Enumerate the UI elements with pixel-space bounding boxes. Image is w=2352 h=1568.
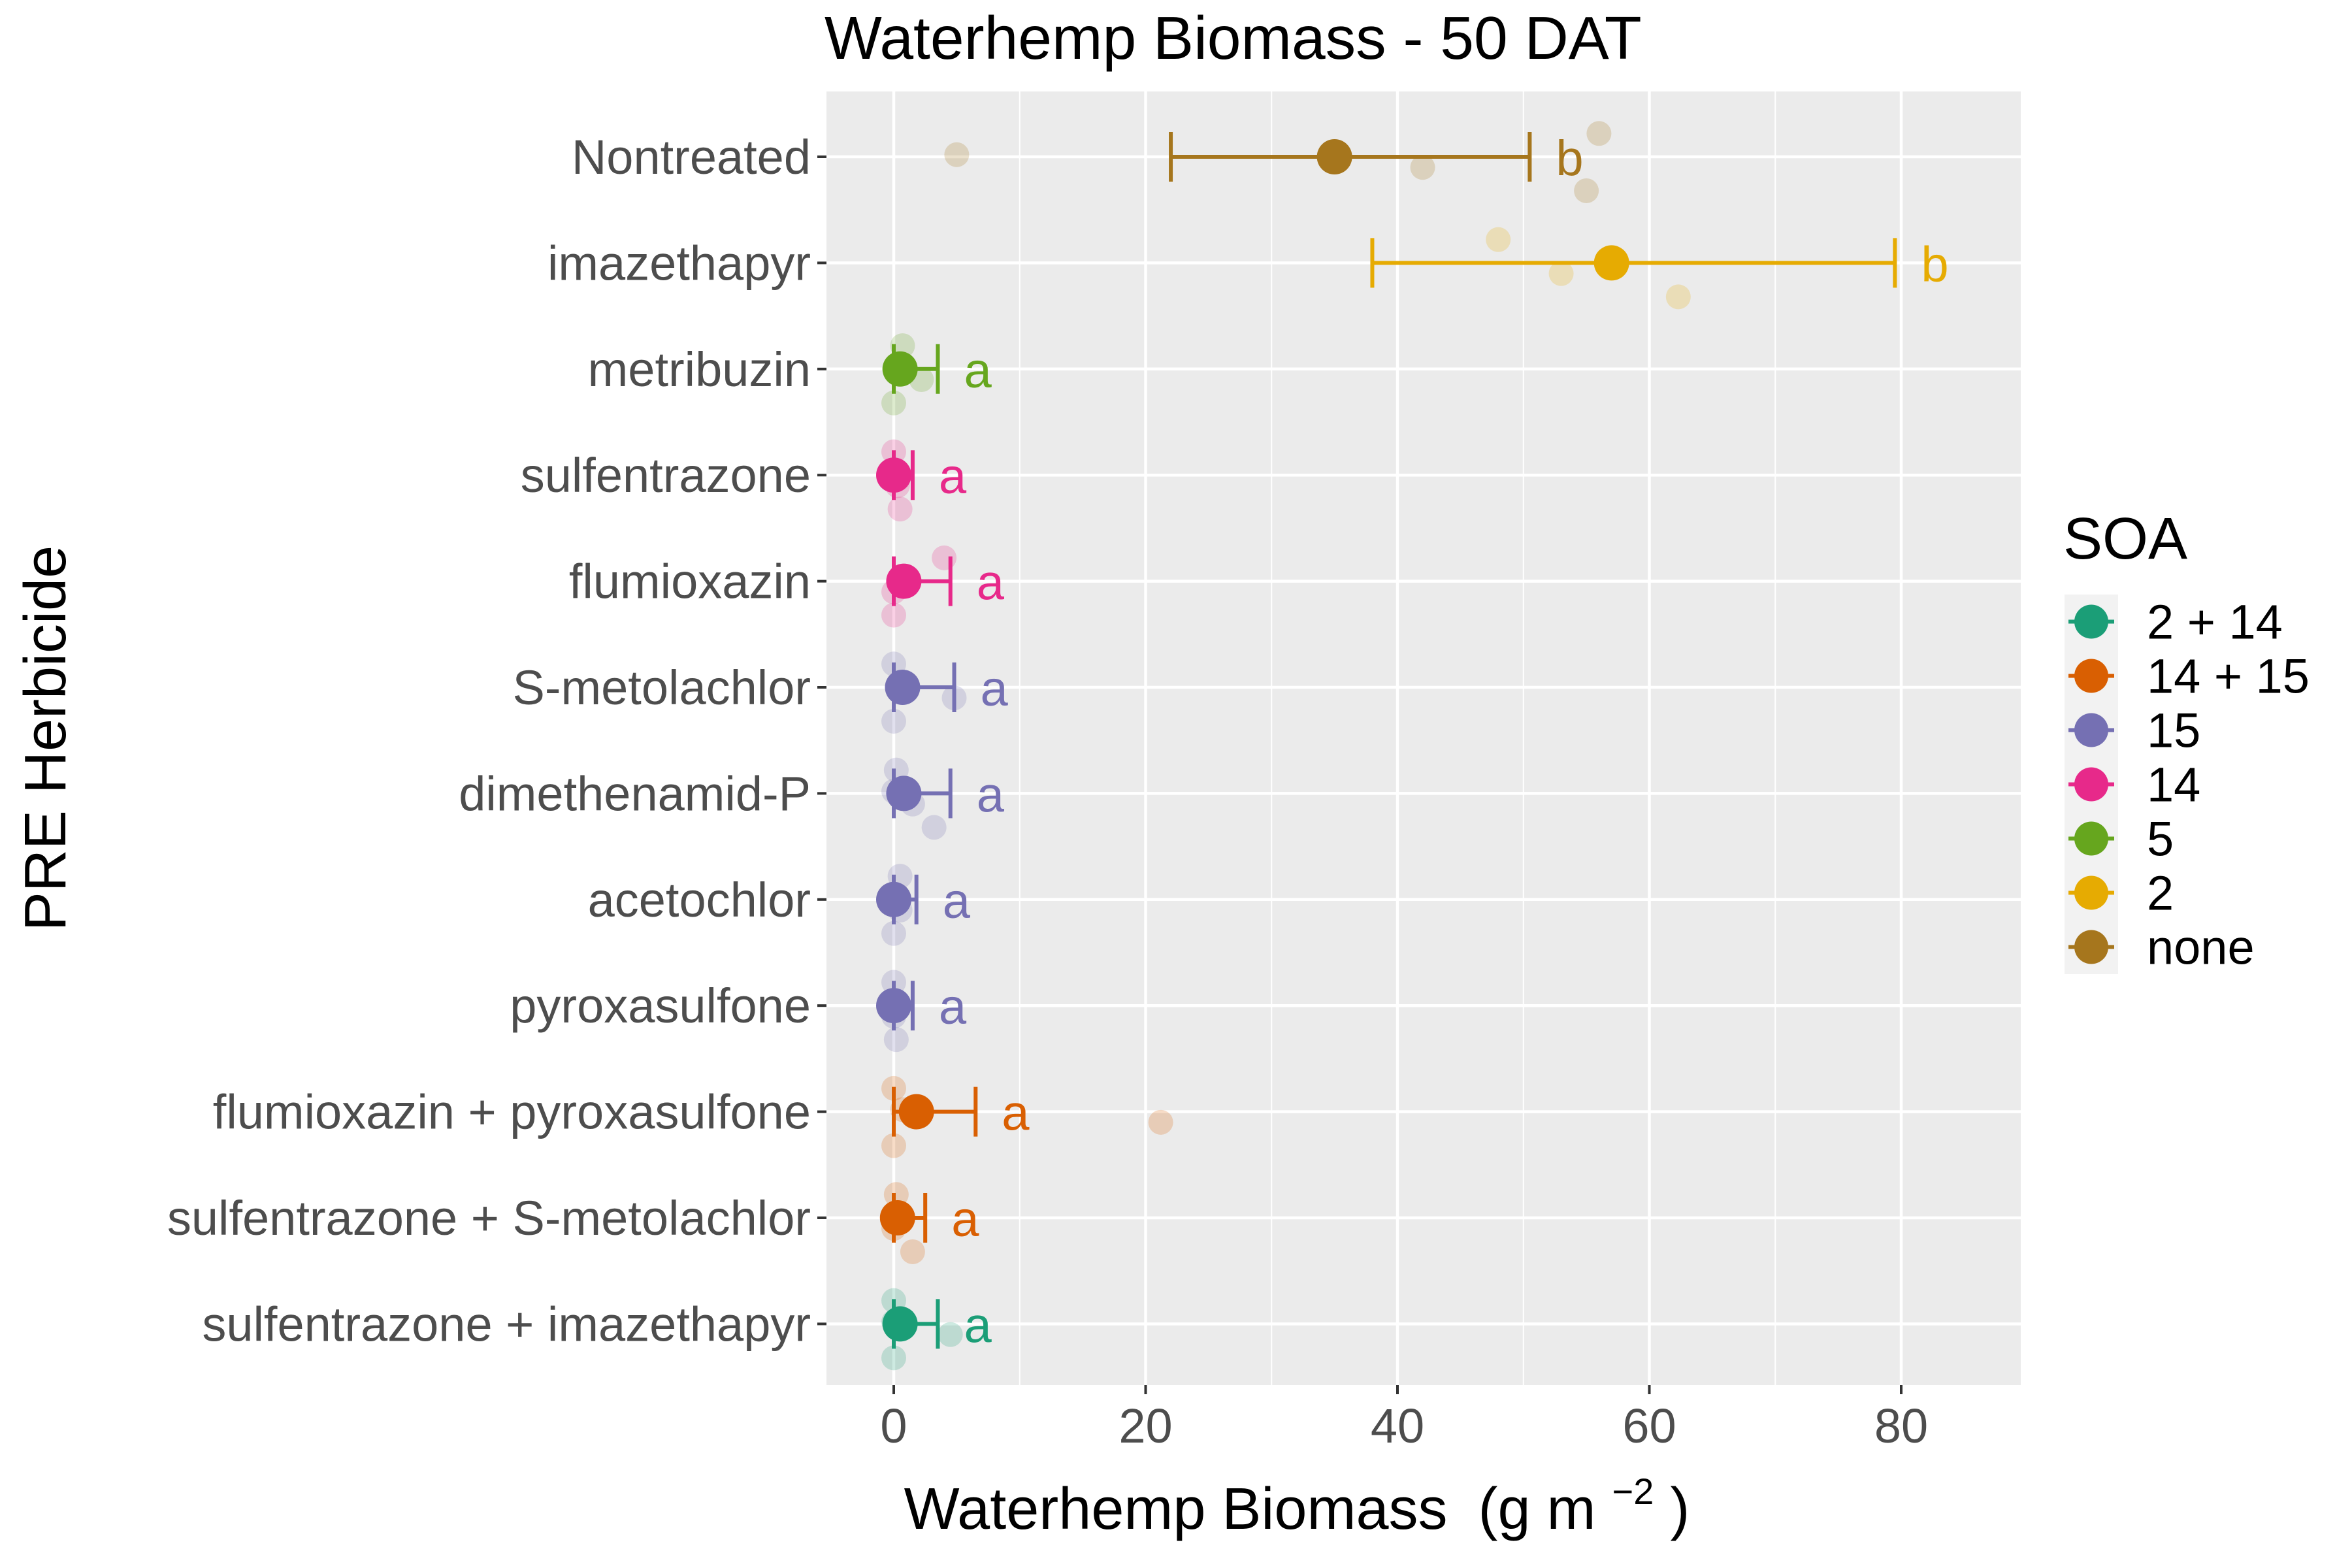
raw-point [938,1322,963,1347]
raw-point [1148,1109,1173,1135]
legend-label: 2 [2147,866,2174,921]
mean-point [876,457,911,493]
legend-label: 14 + 15 [2147,649,2310,704]
significance-letter: a [977,767,1005,823]
plot-panel [826,91,2021,1385]
chart-title: Waterhemp Biomass - 50 DAT [825,4,1642,72]
significance-letter: b [1556,131,1583,186]
mean-point [886,776,922,811]
x-tick-label: 40 [1371,1399,1424,1453]
x-axis-ticks: 0 20 40 60 80 [880,1385,1928,1453]
y-axis-ticks: Nontreated imazethapyr metribuzin sulfentra… [167,130,826,1351]
mean-point [882,351,918,387]
x-axis-title: Waterhemp Biomass (g m −2 ) [904,1452,1690,1542]
y-tick-label: sulfentrazone + S-metolachlor [167,1191,811,1245]
raw-point [883,1182,909,1207]
x-axis-title-unit-sup: −2 [1612,1471,1654,1512]
raw-point [1665,284,1691,310]
significance-letter: a [943,874,971,929]
y-tick-label: pyroxasulfone [510,979,811,1033]
legend-key-point [2074,930,2108,964]
raw-point [1410,155,1435,180]
significance-letter: a [964,343,992,399]
significance-letter: a [964,1298,992,1353]
raw-point [883,1027,909,1053]
raw-point [881,602,906,628]
x-axis-title-unit: (g m [1478,1477,1596,1542]
raw-point [921,815,947,840]
significance-letter: a [1002,1086,1030,1141]
x-tick-label: 80 [1874,1399,1928,1453]
mean-point [898,1094,934,1130]
significance-letter: a [981,661,1009,717]
y-tick-label: flumioxazin [569,555,811,609]
mean-point [1316,139,1352,174]
legend-label: none [2147,921,2255,975]
mean-point [886,563,922,599]
x-axis-title-main: Waterhemp Biomass [904,1477,1448,1542]
raw-point [1548,261,1574,286]
raw-point [881,1345,906,1371]
legend-title: SOA [2063,506,2187,572]
y-tick-label: sulfentrazone + imazethapyr [202,1297,811,1351]
mean-point [876,988,911,1024]
y-tick-label: Nontreated [572,130,811,184]
legend-key-point [2074,659,2108,693]
raw-point [881,1133,906,1158]
legend-label: 5 [2147,812,2174,866]
raw-point [1586,121,1612,146]
legend-label: 2 + 14 [2147,595,2283,649]
legend-label: 14 [2147,758,2200,812]
significance-letter: a [977,555,1005,611]
mean-point [882,1306,918,1342]
raw-point [881,390,906,416]
mean-point [1593,245,1629,281]
raw-point [944,142,970,167]
legend-label: 15 [2147,704,2200,758]
mean-point [876,881,911,917]
x-tick-label: 60 [1622,1399,1676,1453]
legend-key-point [2074,875,2108,910]
x-tick-label: 20 [1119,1399,1172,1453]
y-axis-title: PRE Herbicide [13,546,78,931]
y-tick-label: flumioxazin + pyroxasulfone [213,1085,811,1139]
y-tick-label: S-metolachlor [512,661,811,715]
y-tick-label: metribuzin [588,342,811,397]
mean-point [879,1200,915,1235]
mean-point [885,670,921,705]
significance-letter: a [939,979,967,1035]
legend-key-point [2074,821,2108,856]
x-tick-label: 0 [880,1399,907,1453]
x-axis-title-unit-close: ) [1670,1477,1690,1542]
legend-key-point [2074,604,2108,639]
y-tick-label: sulfentrazone [521,448,811,502]
significance-letter: b [1921,237,1948,292]
raw-point [881,921,906,946]
raw-point [887,497,913,522]
raw-point [932,545,957,570]
legend-key-point [2074,713,2108,747]
raw-point [900,1239,925,1264]
raw-point [1486,227,1511,252]
significance-letter: a [939,449,967,504]
raw-point [881,708,906,734]
significance-letter: a [951,1192,979,1247]
raw-point [1574,178,1599,203]
y-tick-label: acetochlor [588,873,811,927]
y-tick-label: dimethenamid-P [459,766,811,821]
legend-key-point [2074,767,2108,802]
mean-points [876,139,1629,1342]
y-tick-label: imazethapyr [547,236,811,290]
